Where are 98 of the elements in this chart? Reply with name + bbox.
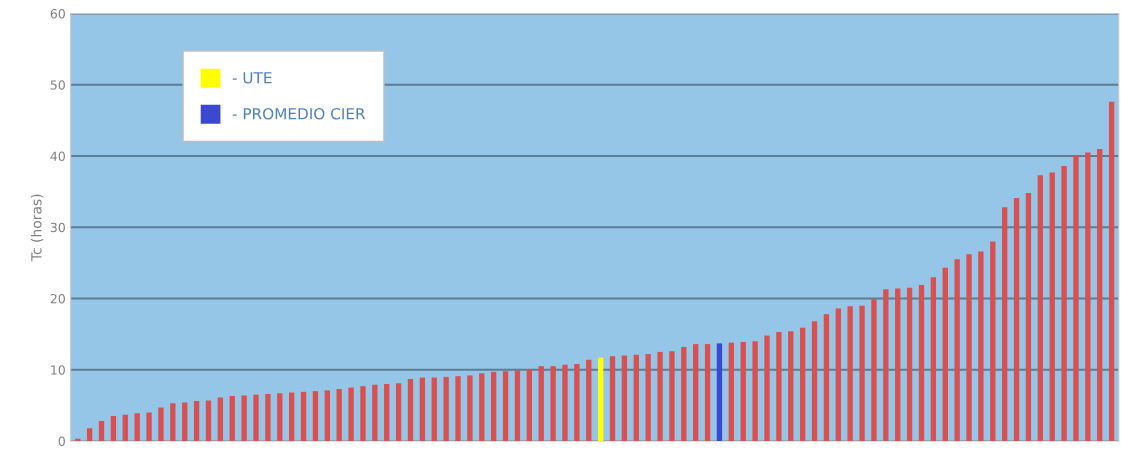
bar <box>1013 198 1020 441</box>
bar <box>764 335 770 441</box>
bar <box>538 366 544 441</box>
y-tick-label: 60 <box>50 8 65 19</box>
bar <box>514 370 521 441</box>
bar <box>859 305 865 441</box>
bar <box>906 287 913 441</box>
bar <box>811 321 818 441</box>
bar <box>1085 152 1091 441</box>
bar <box>990 241 996 441</box>
bar <box>182 402 188 441</box>
y-tick-label: 50 <box>50 80 65 90</box>
bar <box>265 393 271 441</box>
bar <box>954 259 960 441</box>
bar <box>158 407 164 441</box>
bar <box>728 342 735 441</box>
legend-label: - UTE <box>232 72 272 84</box>
bar <box>407 379 414 441</box>
bar <box>835 308 841 441</box>
bar <box>657 351 663 441</box>
bar <box>799 327 806 441</box>
y-axis-title: Tc (horas) <box>30 194 44 262</box>
bar <box>978 251 984 441</box>
bar <box>431 377 437 441</box>
bar <box>372 384 378 441</box>
bar <box>110 416 117 441</box>
bar <box>1025 193 1032 441</box>
bar <box>930 277 937 441</box>
bar <box>348 387 354 441</box>
bar <box>740 341 746 441</box>
bar <box>918 284 925 441</box>
bar <box>645 354 651 441</box>
bar <box>455 376 461 441</box>
bar <box>586 359 592 441</box>
bar <box>1097 148 1103 441</box>
bar <box>360 386 366 441</box>
bar <box>75 438 81 441</box>
bar <box>491 371 497 441</box>
bar <box>395 383 402 441</box>
bar <box>704 344 711 441</box>
bar <box>229 396 235 441</box>
bar <box>752 341 758 441</box>
bar <box>86 428 93 441</box>
bar <box>146 412 152 441</box>
bar <box>467 375 473 441</box>
bar <box>193 401 200 441</box>
bar <box>716 343 723 441</box>
bar <box>419 377 426 441</box>
bar <box>134 413 140 441</box>
y-tick-label: 20 <box>50 293 65 304</box>
bar <box>633 354 639 441</box>
bar <box>277 393 283 441</box>
bar <box>776 331 782 441</box>
bar <box>1061 165 1067 441</box>
bar <box>324 390 330 441</box>
bar <box>895 288 901 441</box>
bar <box>597 357 604 441</box>
bar <box>479 373 485 441</box>
bar <box>966 254 972 441</box>
y-tick-label: 30 <box>50 222 65 233</box>
bar <box>205 400 212 441</box>
bar <box>1049 172 1055 441</box>
bar <box>1037 175 1043 441</box>
bar <box>788 331 794 441</box>
bar <box>288 392 295 441</box>
bar <box>241 395 247 441</box>
bar <box>1073 155 1079 441</box>
y-tick-label: 10 <box>51 365 65 375</box>
bar <box>621 355 628 441</box>
bar <box>170 403 176 441</box>
bar <box>574 364 580 441</box>
bar <box>693 344 699 441</box>
y-tick-label: 40 <box>50 151 65 161</box>
bar <box>942 267 948 441</box>
bar <box>669 351 675 441</box>
y-tick-label: 0 <box>58 436 65 446</box>
bar <box>526 369 532 441</box>
bar <box>300 391 307 441</box>
bar <box>681 346 687 441</box>
bar <box>883 289 889 441</box>
bar <box>1002 207 1008 441</box>
bar <box>823 314 830 441</box>
bar <box>336 388 342 441</box>
bar <box>1108 101 1115 441</box>
bar <box>550 366 556 441</box>
bar <box>122 414 128 441</box>
legend-label: - PROMEDIO CIER <box>232 107 366 120</box>
bar <box>312 391 319 441</box>
bar <box>502 371 509 441</box>
bar <box>384 384 390 441</box>
bar <box>871 299 877 441</box>
bar <box>562 364 568 441</box>
bar <box>847 306 853 441</box>
bar <box>443 376 449 441</box>
bar <box>98 421 105 441</box>
bar <box>253 394 259 441</box>
bar <box>609 356 616 441</box>
bar <box>217 397 224 441</box>
